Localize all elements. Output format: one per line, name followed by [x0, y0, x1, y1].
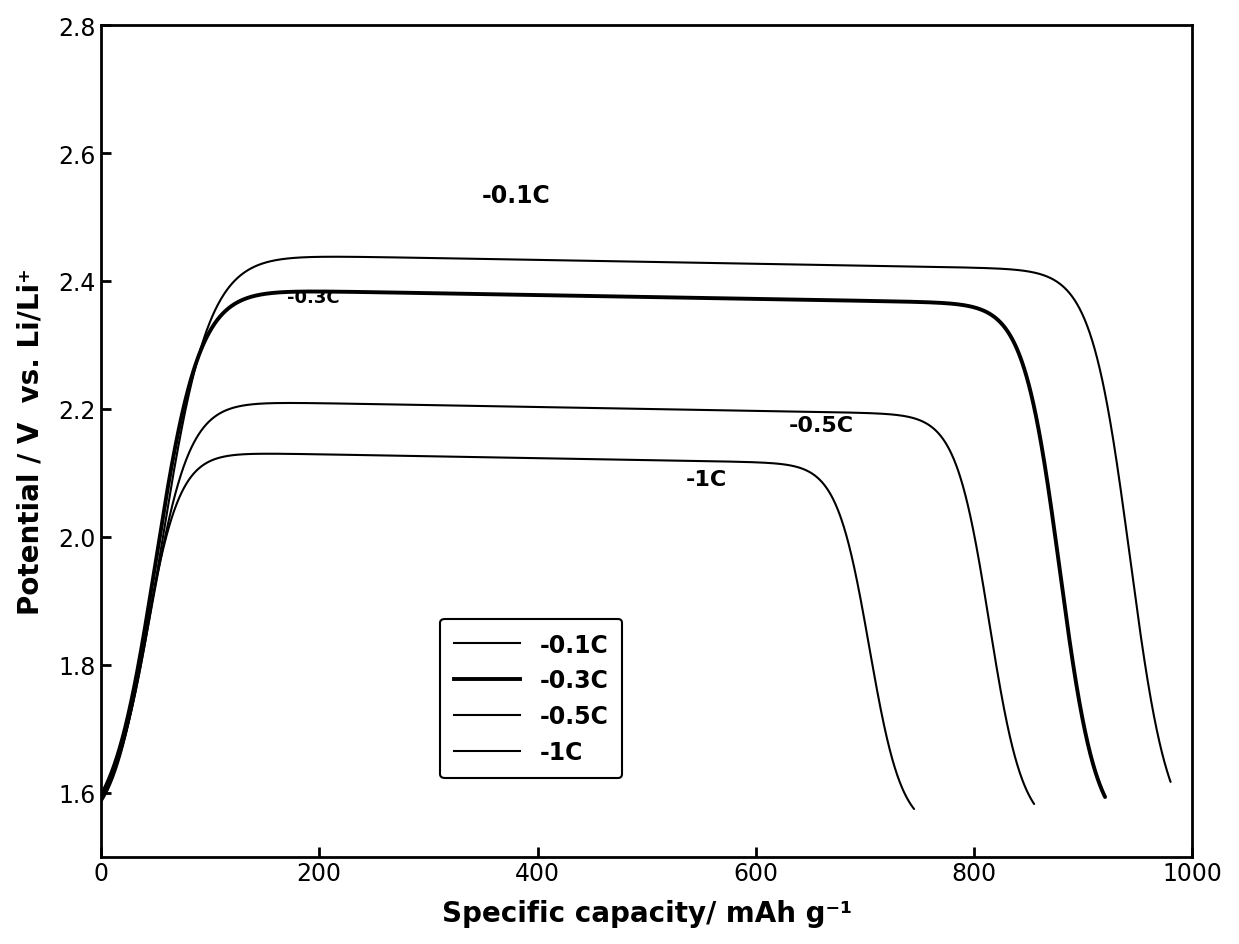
Legend: -0.1C, -0.3C, -0.5C, -1C: -0.1C, -0.3C, -0.5C, -1C	[440, 619, 622, 779]
Text: -0.5C: -0.5C	[789, 415, 854, 435]
Text: -0.3C: -0.3C	[287, 289, 339, 307]
X-axis label: Specific capacity/ mAh g⁻¹: Specific capacity/ mAh g⁻¹	[441, 900, 851, 927]
Text: -0.1C: -0.1C	[481, 183, 550, 208]
Text: -1C: -1C	[686, 470, 727, 490]
Y-axis label: Potential / V  vs. Li/Li⁺: Potential / V vs. Li/Li⁺	[16, 268, 45, 615]
